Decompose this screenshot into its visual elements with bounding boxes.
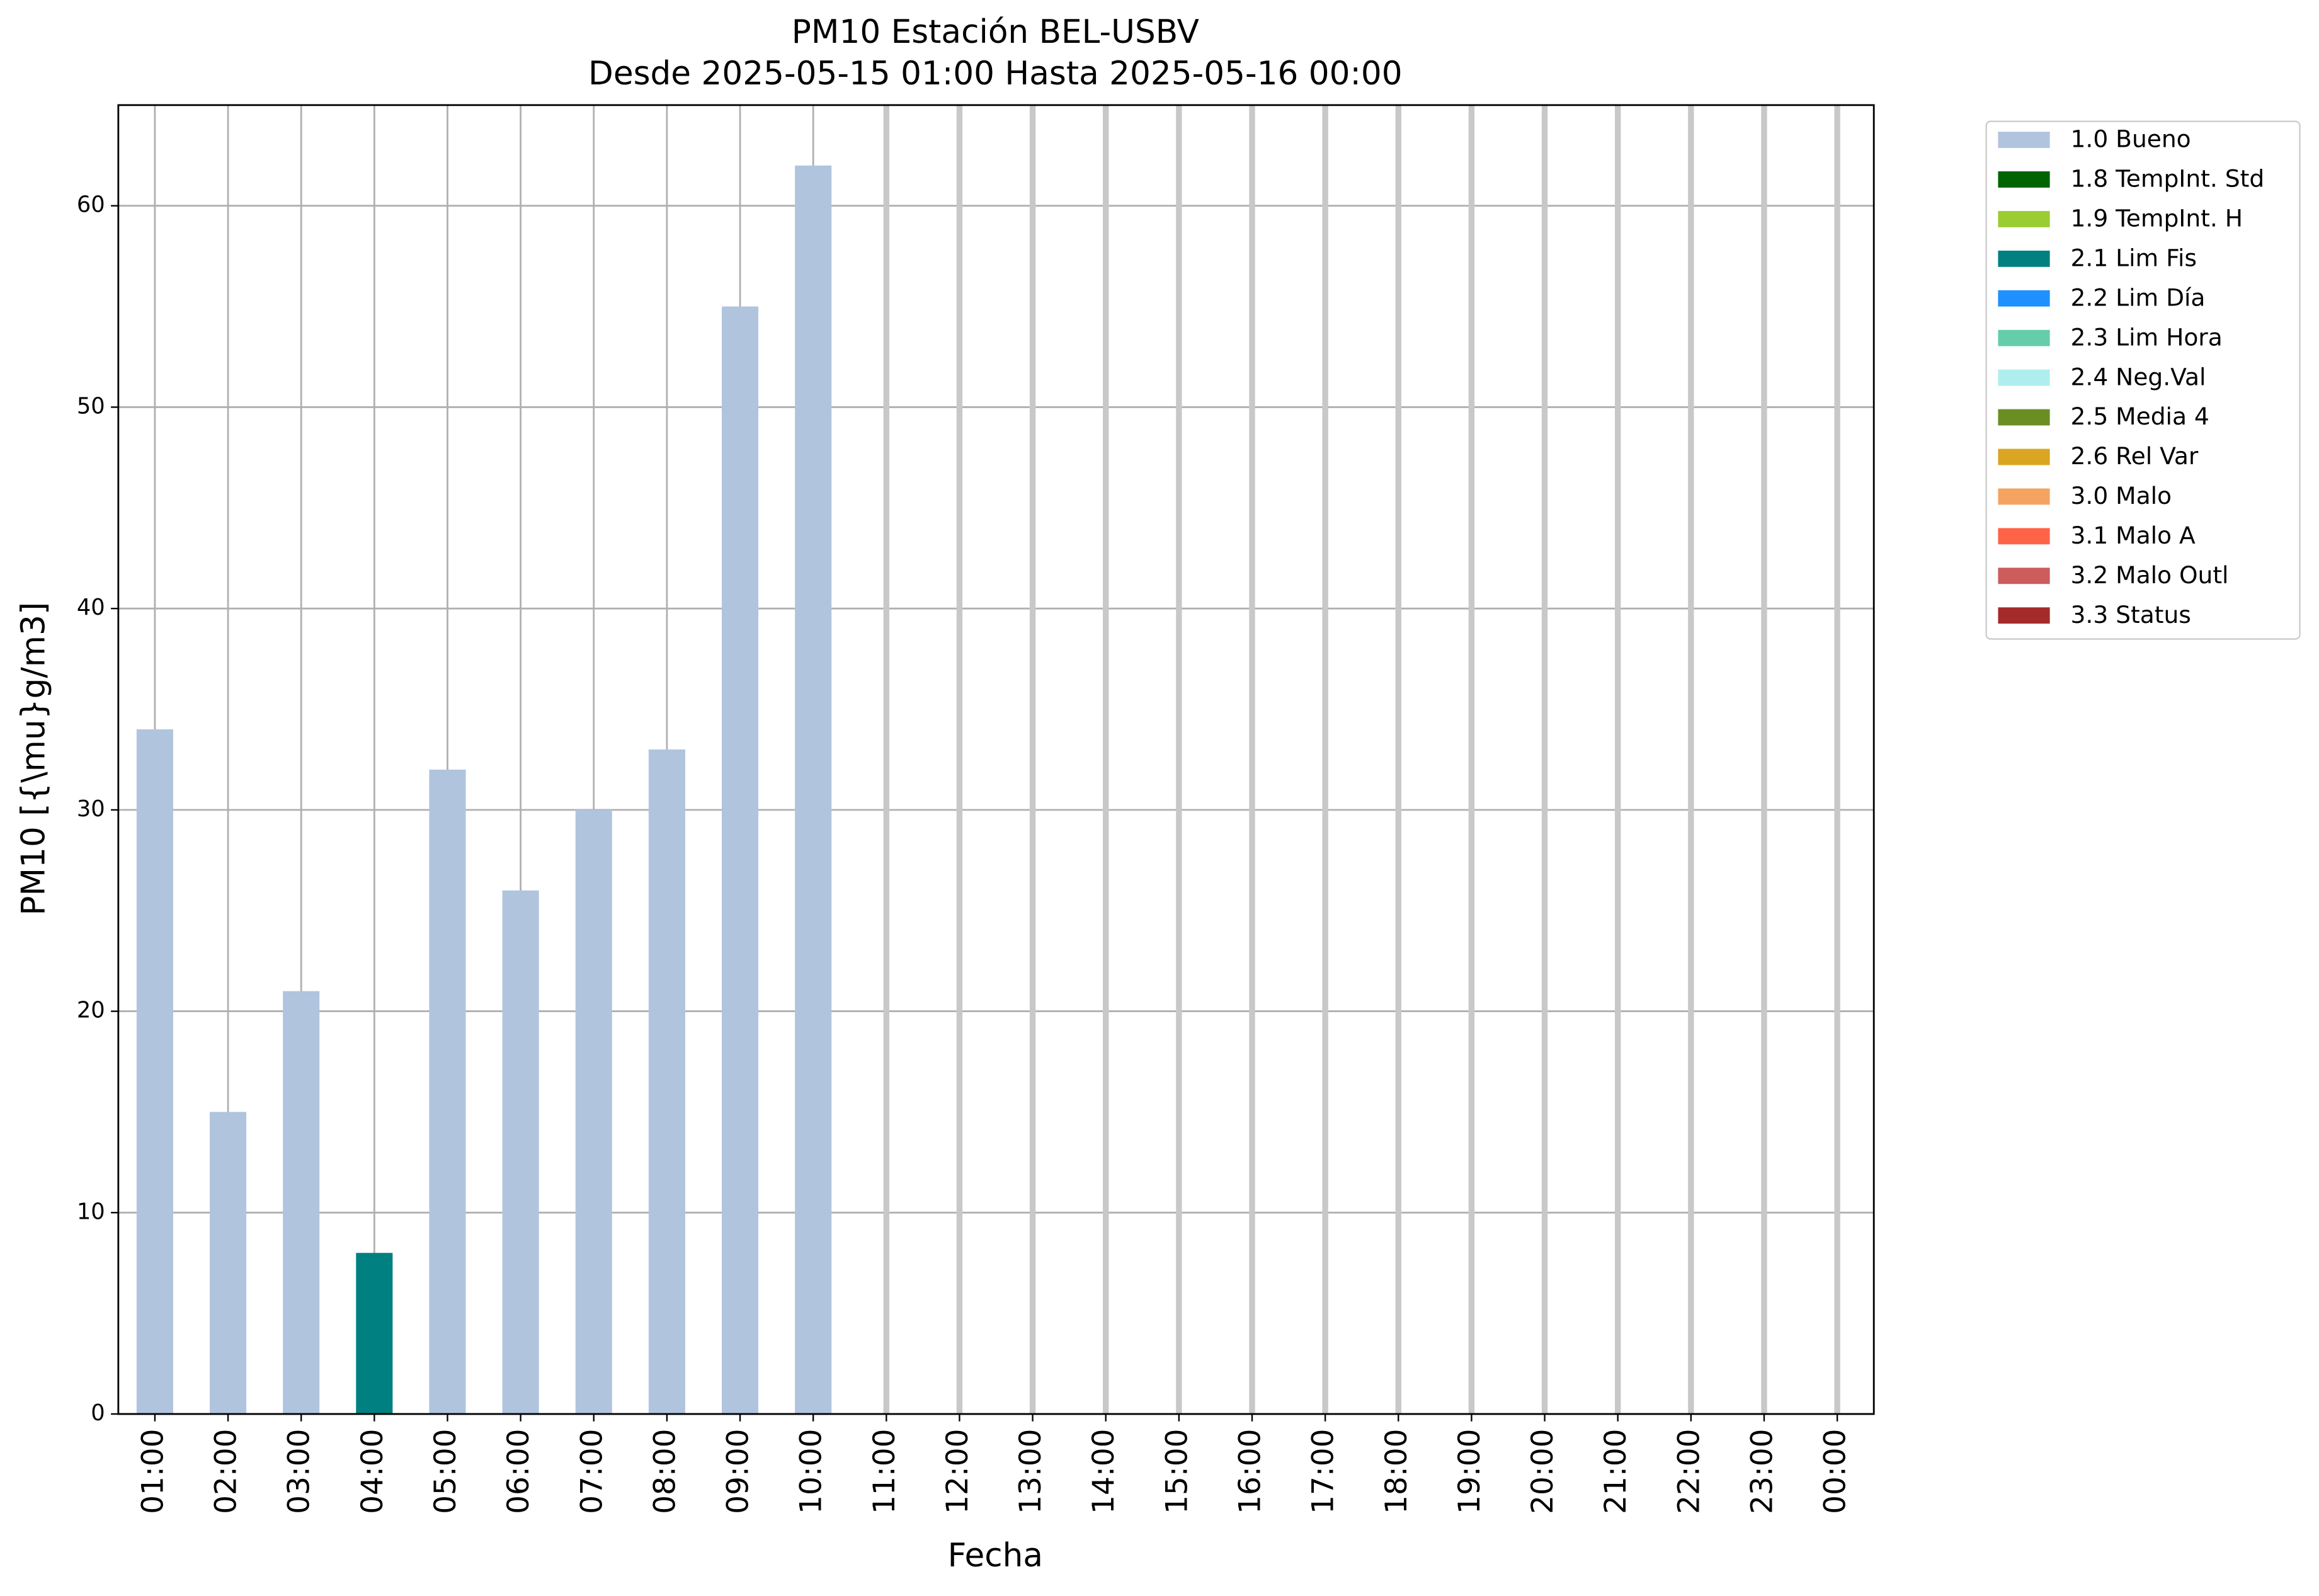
x-tick-label: 20:00 <box>1525 1429 1560 1514</box>
legend-label: 2.2 Lim Día <box>2071 283 2206 311</box>
legend-swatch <box>1998 250 2050 267</box>
grid <box>118 105 1874 1415</box>
legend-swatch <box>1998 567 2050 584</box>
x-tick-label: 17:00 <box>1306 1429 1341 1514</box>
x-tick-label: 12:00 <box>940 1429 975 1514</box>
bar <box>722 306 759 1415</box>
legend-swatch <box>1998 171 2050 188</box>
chart-title: PM10 Estación BEL-USBV <box>792 13 1199 51</box>
legend-box <box>1985 120 2301 640</box>
legend-label: 3.3 Status <box>2071 601 2191 629</box>
y-tick-label: 30 <box>77 796 105 822</box>
x-tick-label: 14:00 <box>1086 1429 1121 1514</box>
legend-label: 2.3 Lim Hora <box>2071 323 2223 351</box>
x-tick-label: 22:00 <box>1672 1429 1706 1514</box>
bar <box>210 1112 247 1415</box>
legend-swatch <box>1998 329 2050 346</box>
legend-label: 1.8 TempInt. Std <box>2071 165 2265 193</box>
x-tick-label: 11:00 <box>867 1429 902 1514</box>
legend-swatch <box>1998 448 2050 465</box>
x-tick-label: 02:00 <box>209 1429 244 1514</box>
x-tick-label: 19:00 <box>1452 1429 1487 1514</box>
legend-label: 2.6 Rel Var <box>2071 442 2199 470</box>
legend-label: 2.5 Media 4 <box>2071 402 2209 430</box>
legend-swatch <box>1998 132 2050 148</box>
legend-label: 2.1 Lim Fis <box>2071 244 2197 272</box>
y-axis-label: PM10 [{\mu}g/m3] <box>14 602 52 916</box>
y-tick-label: 10 <box>77 1199 105 1224</box>
x-tick-label: 04:00 <box>355 1429 390 1514</box>
legend-swatch <box>1998 488 2050 505</box>
legend-label: 3.0 Malo <box>2071 482 2172 510</box>
bar <box>136 729 173 1415</box>
y-tick-label: 50 <box>77 393 105 419</box>
x-axis-label: Fecha <box>948 1537 1043 1575</box>
legend-label: 3.1 Malo A <box>2071 522 2196 549</box>
x-tick-label: 03:00 <box>282 1429 317 1514</box>
bar <box>795 165 832 1415</box>
bar <box>356 1253 393 1415</box>
x-tick-label: 06:00 <box>501 1429 536 1514</box>
x-tick-label: 05:00 <box>428 1429 463 1514</box>
y-tick-label: 60 <box>77 192 105 218</box>
x-tick-label: 21:00 <box>1598 1429 1633 1514</box>
legend-swatch <box>1998 607 2050 624</box>
bar <box>502 890 539 1415</box>
x-tick-label: 08:00 <box>647 1429 682 1514</box>
legend-swatch <box>1998 409 2050 426</box>
ticks: 0 10 20 30 40 50 60 01:00 02:00 03:00 04:00 05:00 06… <box>77 192 1853 1514</box>
x-tick-label: 00:00 <box>1818 1429 1853 1514</box>
legend-swatch <box>1998 369 2050 386</box>
legend-label: 1.0 Bueno <box>2071 125 2191 153</box>
chart-subtitle: Desde 2025-05-15 01:00 Hasta 2025-05-16 … <box>588 55 1403 93</box>
x-tick-label: 09:00 <box>721 1429 756 1514</box>
legend-swatch <box>1998 210 2050 227</box>
legend-label: 3.2 Malo Outl <box>2071 561 2229 589</box>
bar <box>283 991 320 1415</box>
bar <box>648 749 685 1415</box>
plot-frame <box>117 104 1875 1415</box>
bars <box>136 165 832 1415</box>
legend-swatch <box>1998 290 2050 307</box>
x-tick-label: 13:00 <box>1013 1429 1048 1514</box>
x-tick-label: 07:00 <box>574 1429 609 1514</box>
legend-swatch <box>1998 528 2050 545</box>
legend-label: 1.9 TempInt. H <box>2071 205 2243 232</box>
x-tick-label: 23:00 <box>1745 1429 1779 1514</box>
x-tick-label: 16:00 <box>1233 1429 1268 1514</box>
y-tick-label: 20 <box>77 998 105 1023</box>
bar <box>429 769 466 1415</box>
x-tick-label: 15:00 <box>1160 1429 1194 1514</box>
legend-label: 2.4 Neg.Val <box>2071 363 2206 390</box>
y-tick-label: 0 <box>91 1400 105 1426</box>
x-tick-label: 10:00 <box>794 1429 829 1514</box>
x-tick-label: 18:00 <box>1379 1429 1414 1514</box>
legend: 1.0 Bueno 1.8 TempInt. Std 1.9 TempInt. H 2… <box>1998 125 2264 629</box>
x-tick-label: 01:00 <box>135 1429 170 1514</box>
bar <box>575 809 612 1415</box>
y-tick-label: 40 <box>77 595 105 620</box>
